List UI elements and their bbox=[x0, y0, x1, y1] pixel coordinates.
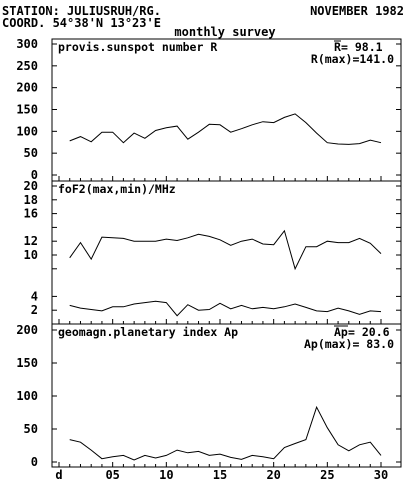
x-tick-label: 20 bbox=[266, 468, 280, 480]
mean-label-3: Ap bbox=[334, 325, 348, 339]
panel-frame-2 bbox=[51, 180, 402, 325]
y-tick-label: 100 bbox=[16, 124, 38, 138]
y-tick-label: 150 bbox=[16, 356, 38, 370]
y-tick-label: 50 bbox=[24, 146, 38, 160]
x-tick-label: 05 bbox=[105, 468, 119, 480]
mean-value-1: = 98.1 bbox=[341, 40, 383, 54]
y-tick-label: 100 bbox=[16, 389, 38, 403]
x-tick-label: 10 bbox=[159, 468, 173, 480]
series-line-2-2 bbox=[69, 300, 382, 317]
panel-title-2: foF2(max,min)/MHz bbox=[58, 182, 176, 196]
survey-label: monthly survey bbox=[174, 25, 275, 39]
mean-label-1: R bbox=[334, 40, 341, 54]
y-tick-label: 0 bbox=[31, 168, 38, 182]
y-tick-label: 18 bbox=[24, 193, 38, 207]
mean-value-3: = 20.6 bbox=[348, 325, 390, 339]
series-line-1-1 bbox=[69, 113, 382, 145]
month-label: NOVEMBER 1982 bbox=[310, 4, 404, 18]
y-tick-label: 12 bbox=[24, 234, 38, 248]
y-tick-label: 50 bbox=[24, 422, 38, 436]
coordinates-label: COORD. 54°38'N 13°23'E bbox=[2, 16, 161, 30]
series-line-2-1 bbox=[69, 229, 382, 271]
x-tick-label: d bbox=[55, 468, 62, 480]
y-tick-label: 10 bbox=[24, 248, 38, 262]
y-tick-label: 4 bbox=[31, 289, 38, 303]
station-label: STATION: JULIUSRUH/RG. bbox=[2, 4, 161, 18]
panel-title-3: geomagn.planetary index Ap bbox=[58, 325, 238, 339]
max-label-1: R(max)=141.0 bbox=[311, 52, 394, 66]
panel-title-1: provis.sunspot number R bbox=[58, 40, 217, 54]
y-tick-label: 200 bbox=[16, 323, 38, 337]
x-tick-label: 30 bbox=[374, 468, 388, 480]
x-tick-label: 25 bbox=[320, 468, 334, 480]
y-tick-label: 0 bbox=[31, 455, 38, 469]
x-tick-label: 15 bbox=[213, 468, 227, 480]
series-line-3-1 bbox=[69, 405, 382, 461]
y-tick-label: 16 bbox=[24, 207, 38, 221]
y-tick-label: 20 bbox=[24, 179, 38, 193]
max-label-3: Ap(max)= 83.0 bbox=[304, 337, 394, 351]
panels: provis.sunspot number R05010015020025030… bbox=[16, 37, 402, 480]
y-tick-label: 150 bbox=[16, 103, 38, 117]
y-tick-label: 200 bbox=[16, 81, 38, 95]
y-tick-label: 250 bbox=[16, 59, 38, 73]
y-tick-label: 300 bbox=[16, 37, 38, 51]
y-tick-label: 2 bbox=[31, 303, 38, 317]
